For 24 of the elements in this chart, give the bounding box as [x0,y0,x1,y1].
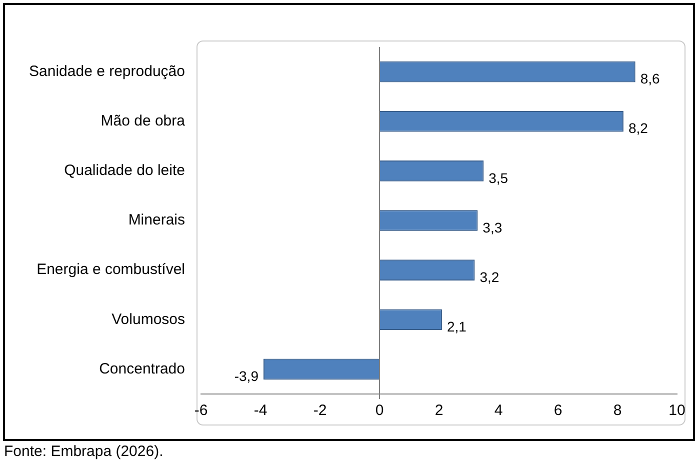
y-tick-label: Energia e combustível [36,261,185,278]
x-tick-label: 0 [375,402,384,420]
data-label: 3,2 [480,268,500,285]
data-label: 3,3 [482,219,502,236]
data-label: 3,5 [488,170,508,186]
data-label: 8,6 [640,70,660,87]
x-tick-label: -2 [313,402,327,420]
x-tick-label: 2 [434,402,444,420]
source-note: Fonte: Embrapa (2026). [4,443,164,460]
y-tick-label: Mão de obra [100,112,186,130]
data-label: 8,2 [628,120,648,136]
data-label: 2,1 [446,318,467,334]
x-tick-label: 10 [668,402,686,420]
y-tick-label: Volumosos [112,310,185,328]
x-tick-label: 8 [613,402,622,420]
x-tick-label: -4 [254,402,268,420]
x-tick-label: 4 [494,402,503,420]
y-tick-label: Sanidade e reprodução [29,62,185,80]
y-tick-label: Concentrado [99,360,185,378]
data-label: -3,9 [234,368,259,384]
x-tick-label: -6 [194,402,208,420]
y-tick-label: Minerais [128,212,185,229]
x-tick-label: 6 [554,402,562,420]
y-tick-label: Qualidade do leite [64,162,185,180]
